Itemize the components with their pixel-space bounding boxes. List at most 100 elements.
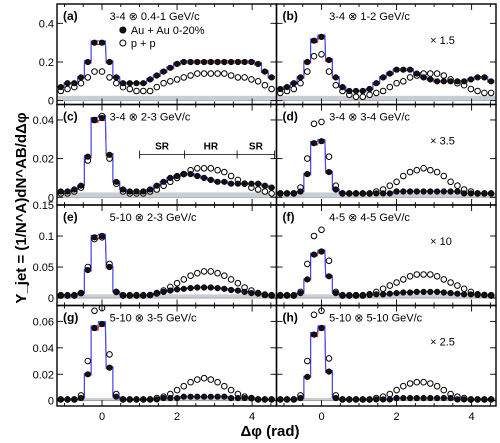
pp-point bbox=[64, 85, 71, 93]
auau-point bbox=[119, 396, 127, 403]
auau-point bbox=[255, 60, 262, 68]
auau-point bbox=[140, 396, 147, 403]
auau-point bbox=[187, 171, 194, 178]
auau-point bbox=[248, 290, 255, 297]
auau-point bbox=[352, 396, 360, 403]
pp-point bbox=[268, 85, 275, 93]
auau-point bbox=[407, 395, 414, 402]
auau-point bbox=[447, 290, 454, 297]
pp-point bbox=[194, 70, 201, 77]
plot-area bbox=[276, 307, 496, 403]
auau-point bbox=[413, 70, 420, 77]
pt-range-label: 3-4 ⊗ 0.4-1 GeV/c bbox=[110, 11, 200, 23]
pp-point bbox=[325, 355, 333, 362]
systematic-band bbox=[57, 95, 277, 101]
auau-point bbox=[325, 169, 333, 176]
auau-point bbox=[400, 66, 407, 73]
auau-point bbox=[147, 186, 154, 193]
auau-point bbox=[126, 188, 133, 195]
pp-point bbox=[406, 273, 414, 280]
pp-point bbox=[214, 378, 221, 386]
systematic-band bbox=[57, 294, 277, 299]
y-tick-label: 0 bbox=[48, 293, 54, 305]
auau-point bbox=[160, 288, 167, 296]
auau-point bbox=[393, 188, 400, 195]
plot-area bbox=[57, 39, 277, 101]
x-tick-label: 2 bbox=[174, 411, 180, 423]
pp-point bbox=[160, 79, 167, 87]
auau-point bbox=[427, 288, 434, 296]
pp-point bbox=[440, 386, 448, 394]
region-label: SR bbox=[155, 142, 170, 153]
auau-point bbox=[180, 393, 187, 400]
panel-label: (d) bbox=[283, 110, 298, 124]
pp-point bbox=[153, 83, 161, 91]
pp-point bbox=[427, 271, 434, 278]
auau-point bbox=[359, 291, 366, 299]
auau-point bbox=[84, 267, 91, 274]
x-tick-label: 4 bbox=[469, 411, 475, 423]
pp-point bbox=[310, 52, 318, 60]
y-tick-label: 0.06 bbox=[33, 316, 54, 328]
pp-point bbox=[427, 380, 434, 387]
auau-point bbox=[461, 291, 468, 298]
auau-point bbox=[304, 373, 311, 381]
auau-point bbox=[91, 39, 98, 46]
pp-point bbox=[467, 85, 475, 93]
auau-point bbox=[297, 188, 304, 195]
auau-point bbox=[339, 291, 346, 299]
auau-point bbox=[304, 276, 311, 283]
auau-point bbox=[268, 184, 275, 191]
pp-point bbox=[352, 93, 360, 101]
auau-point bbox=[119, 186, 127, 193]
auau-point bbox=[373, 80, 380, 87]
panel-g: 0 0.02 0.04 0.06 (g) 5-10 ⊗ 3-5 GeV/c 0 2 4 bbox=[33, 304, 278, 423]
auau-point bbox=[187, 58, 194, 66]
auau-point bbox=[474, 190, 481, 197]
pp-point bbox=[413, 271, 421, 278]
auau-point bbox=[234, 58, 241, 66]
auau-point bbox=[400, 188, 407, 195]
auau-point bbox=[447, 78, 454, 85]
pp-point bbox=[310, 232, 318, 240]
auau-point bbox=[248, 180, 255, 187]
auau-point bbox=[413, 188, 420, 195]
pp-point bbox=[304, 260, 311, 268]
pp-point bbox=[261, 81, 269, 89]
pp-point bbox=[146, 87, 154, 95]
pp-point bbox=[447, 279, 454, 286]
pp-point bbox=[200, 70, 208, 77]
auau-point bbox=[255, 180, 262, 187]
scale-factor-label: × 1.5 bbox=[430, 35, 455, 47]
auau-point bbox=[380, 396, 387, 403]
pt-range-label: 5-10 ⊗ 5-10 GeV/c bbox=[329, 313, 422, 325]
auau-point bbox=[346, 291, 353, 299]
y-tick-label: 0.02 bbox=[33, 369, 54, 381]
pp-point bbox=[433, 273, 441, 280]
auau-point bbox=[407, 66, 414, 73]
pp-point bbox=[77, 79, 85, 87]
model-curve-blue bbox=[57, 115, 275, 192]
pp-point bbox=[126, 85, 134, 93]
auau-point bbox=[214, 58, 221, 66]
pp-point bbox=[386, 83, 394, 91]
auau-point bbox=[325, 273, 333, 280]
pp-point bbox=[227, 172, 235, 180]
auau-point bbox=[318, 324, 325, 332]
pt-range-label: 3-4 ⊗ 2-3 GeV/c bbox=[110, 112, 191, 124]
pt-range-label: 5-10 ⊗ 3-5 GeV/c bbox=[110, 313, 197, 325]
pp-point bbox=[200, 374, 208, 382]
auau-point bbox=[474, 291, 481, 299]
auau-point bbox=[241, 180, 248, 187]
auau-point bbox=[214, 178, 221, 185]
y-tick-label: 0.02 bbox=[33, 154, 54, 166]
auau-point bbox=[339, 396, 346, 403]
plot-area bbox=[276, 226, 496, 299]
region-label: HR bbox=[204, 142, 219, 153]
panel-c: 0 0.02 0.04 (c) 3-4 ⊗ 2-3 GeV/c SR HR SR bbox=[33, 103, 278, 206]
auau-point bbox=[57, 83, 64, 91]
pp-point bbox=[180, 276, 188, 283]
auau-point bbox=[140, 291, 147, 299]
pp-point bbox=[474, 87, 481, 95]
auau-point bbox=[318, 248, 325, 255]
